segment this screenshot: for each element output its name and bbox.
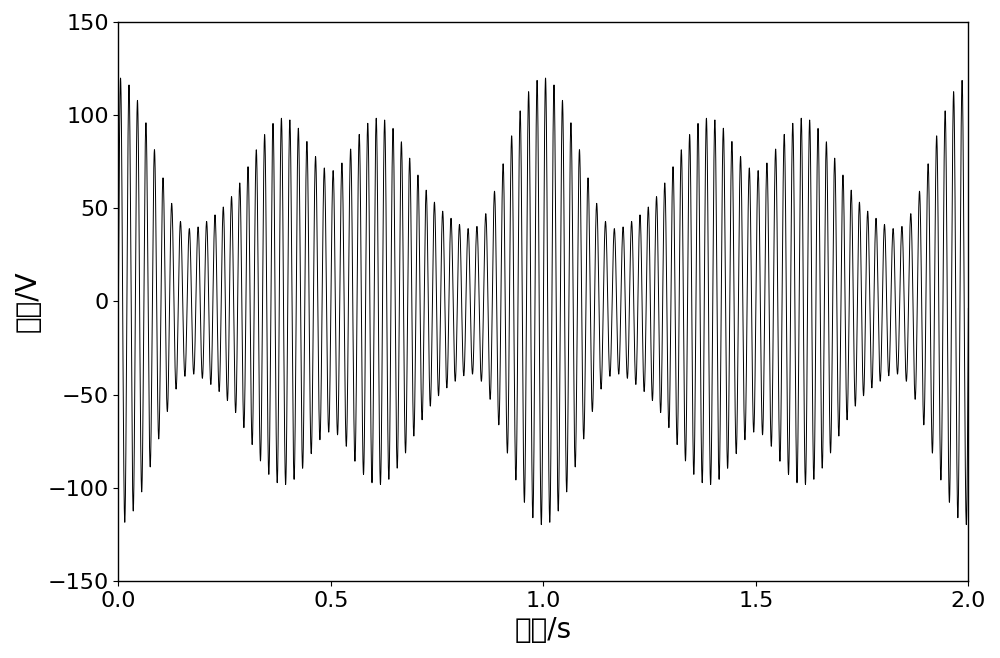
X-axis label: 时间/s: 时间/s <box>515 616 572 644</box>
Y-axis label: 幅値/V: 幅値/V <box>14 270 42 332</box>
